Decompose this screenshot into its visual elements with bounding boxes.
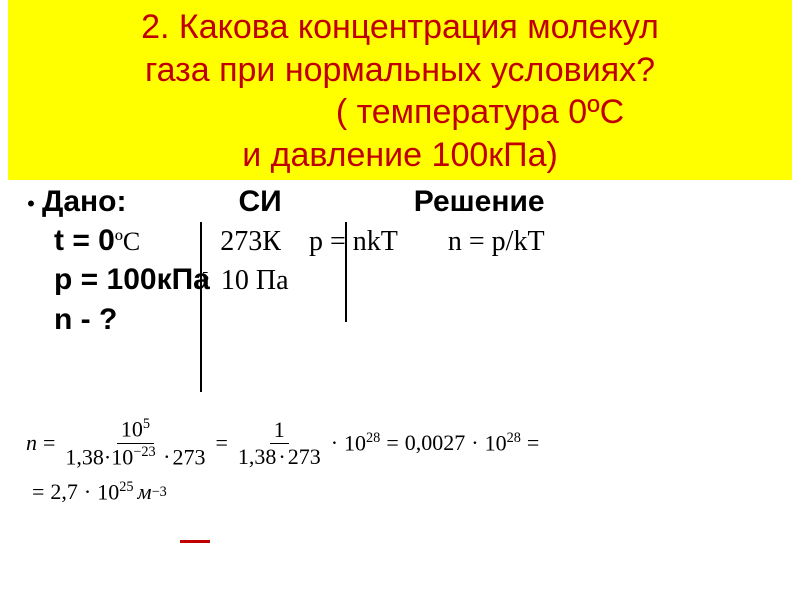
- bullet-icon: •: [20, 190, 42, 219]
- p-rest: 10 Па: [221, 263, 289, 299]
- t25-base: 10: [97, 479, 119, 504]
- label-si: СИ: [239, 182, 282, 221]
- eq-equals: =: [521, 430, 545, 456]
- unit-m: м: [134, 479, 152, 505]
- t-eq: t = 0: [54, 221, 115, 260]
- k-val: 273К: [220, 224, 281, 260]
- row-p: p = 100кПа 5 10 Па: [20, 260, 780, 299]
- title-line-2: газа при нормальных условиях?: [18, 49, 782, 92]
- frac2-num: 1: [270, 417, 289, 444]
- f2d-b: 273: [288, 444, 321, 469]
- title-line-1: 2. Какова концентрация молекул: [18, 6, 782, 49]
- row-t: t = 0 ºС 273К p = nkT n = p/kT: [20, 221, 780, 260]
- dot: ·: [325, 430, 344, 456]
- label-solution: Решение: [414, 182, 545, 221]
- eq-equals: =: [209, 430, 233, 456]
- dot: ·: [78, 479, 97, 505]
- t25-exp: 25: [119, 479, 133, 495]
- header-row: • Дано: СИ Решение: [20, 182, 780, 221]
- equation-line-2: = 2,7 · 1025 м −3: [26, 471, 545, 513]
- p-nkt: p = nkT: [309, 224, 398, 260]
- ten-28: 1028: [344, 430, 380, 456]
- eq-equals: =: [37, 430, 61, 456]
- problem-body: • Дано: СИ Решение t = 0 ºС 273К p = nkT…: [0, 180, 800, 339]
- eq-n: n: [26, 430, 37, 456]
- equation-line-1: n = 105 1,38·10−23 ·273 = 1 1,38·273 ·: [26, 415, 545, 471]
- equation-area: n = 105 1,38·10−23 ·273 = 1 1,38·273 ·: [26, 415, 545, 513]
- fraction-1: 105 1,38·10−23 ·273: [61, 416, 209, 470]
- ten-28b: 1028: [485, 430, 521, 456]
- title-line-4: и давление 100кПа): [18, 134, 782, 177]
- frac1-num: 105: [117, 416, 154, 443]
- val-0027: 0,0027: [405, 430, 466, 456]
- unit-exp: −3: [152, 484, 167, 501]
- f1n-exp: 5: [143, 416, 150, 432]
- n-question: n - ?: [54, 300, 117, 339]
- eq-equals: =: [380, 430, 404, 456]
- f1d-b: 10: [111, 444, 133, 469]
- f1d-a: 1,38: [65, 444, 104, 469]
- p-eq: p = 100кПа: [54, 260, 210, 299]
- t28-base: 10: [344, 430, 366, 455]
- frac2-den: 1,38·273: [234, 444, 325, 470]
- f2d-a: 1,38: [238, 444, 277, 469]
- separator-bar-2: [345, 222, 347, 322]
- ten-25: 1025: [97, 479, 133, 505]
- f1d-b-exp: −23: [133, 444, 155, 460]
- t28b-exp: 28: [507, 430, 521, 446]
- label-dano: Дано:: [42, 182, 127, 221]
- fraction-2: 1 1,38·273: [234, 417, 325, 470]
- separator-bar-1: [200, 222, 202, 392]
- t28b-base: 10: [485, 430, 507, 455]
- dot: ·: [465, 430, 484, 456]
- t28-exp: 28: [366, 430, 380, 446]
- val-27: 2,7: [50, 479, 78, 505]
- dot: ·: [161, 444, 172, 469]
- p-exp: 5: [202, 269, 209, 287]
- slide: 2. Какова концентрация молекул газа при …: [0, 0, 800, 600]
- n-pkt: n = p/kT: [448, 224, 545, 260]
- dot: ·: [276, 444, 287, 469]
- row-n: n - ?: [20, 300, 780, 339]
- frac1-den: 1,38·10−23 ·273: [61, 444, 209, 470]
- t-unit: ºС: [115, 225, 140, 259]
- eq-equals: =: [26, 479, 50, 505]
- red-marker: [180, 540, 210, 543]
- f1d-c: 273: [172, 444, 205, 469]
- f1n-base: 10: [121, 417, 143, 442]
- title-block: 2. Какова концентрация молекул газа при …: [8, 0, 792, 180]
- title-line-3: ( температура 0ºС: [18, 91, 782, 134]
